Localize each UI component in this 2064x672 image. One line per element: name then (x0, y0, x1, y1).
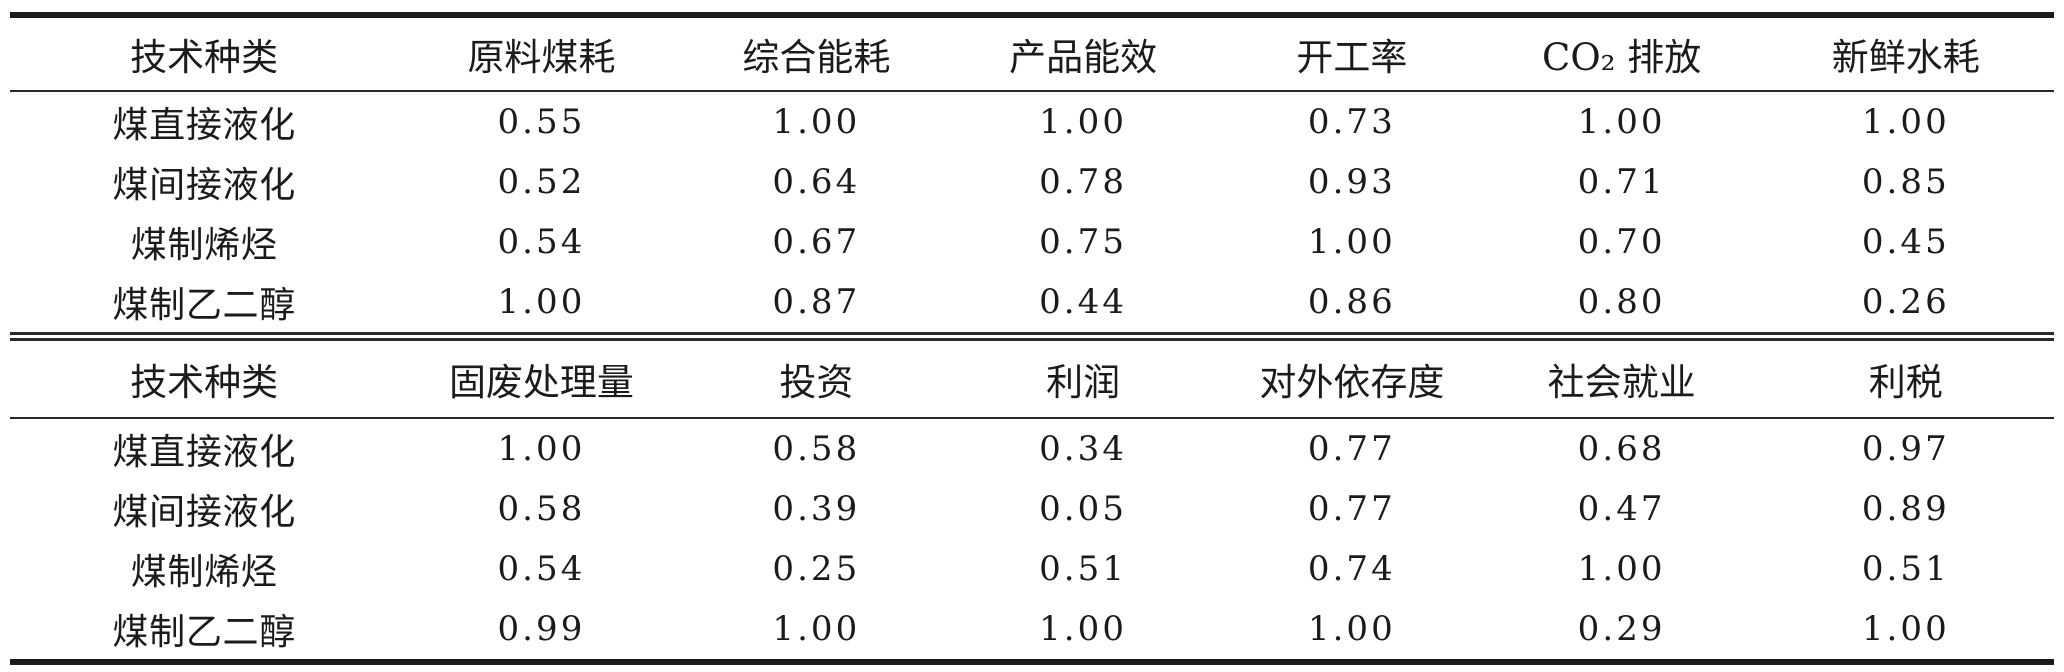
value-cell: 0.54 (497, 549, 586, 589)
value-cell: 1.00 (497, 282, 586, 322)
value-cell: 0.68 (1577, 429, 1666, 469)
table-row: 煤间接液化 0.52 0.64 0.78 0.93 0.71 0.85 (10, 152, 2054, 212)
value-cell: 0.87 (772, 282, 861, 322)
value-cell: 1.00 (1039, 609, 1128, 649)
header-cell: 固废处理量 (448, 361, 634, 404)
table-row: 煤间接液化 0.58 0.39 0.05 0.77 0.47 0.89 (10, 479, 2054, 539)
value-cell: 0.34 (1039, 429, 1128, 469)
header-cell-tech-type: 技术种类 (130, 36, 279, 79)
header-cell: 产品能效 (1009, 36, 1158, 79)
table-header-row: 技术种类 固废处理量 投资 利润 对外依存度 社会就业 利税 (10, 341, 2054, 418)
header-cell: 投资 (779, 361, 854, 404)
row-label: 煤制烯烃 (130, 225, 278, 266)
header-cell: 新鲜水耗 (1831, 36, 1980, 79)
value-cell: 0.47 (1577, 489, 1666, 529)
value-cell: 0.64 (772, 162, 861, 202)
header-cell: 利润 (1046, 361, 1121, 404)
value-cell: 0.39 (772, 489, 861, 529)
value-cell: 0.29 (1577, 609, 1666, 649)
value-cell: 0.75 (1039, 222, 1128, 262)
table-body: 煤直接液化 0.55 1.00 1.00 0.73 1.00 1.00 煤间接液化 0.52 0.… (10, 91, 2054, 337)
value-cell: 0.58 (772, 429, 861, 469)
value-cell: 1.00 (497, 429, 586, 469)
value-cell: 0.77 (1307, 429, 1396, 469)
value-cell: 1.00 (1039, 102, 1128, 142)
value-cell: 0.05 (1039, 489, 1128, 529)
value-cell: 0.51 (1861, 549, 1950, 589)
header-cell-tech-type: 技术种类 (130, 361, 279, 404)
value-cell: 0.89 (1861, 489, 1950, 529)
value-cell: 0.71 (1577, 162, 1666, 202)
table-row: 煤制烯烃 0.54 0.25 0.51 0.74 1.00 0.51 (10, 539, 2054, 599)
header-cell: 对外依存度 (1259, 361, 1445, 404)
value-cell: 0.44 (1039, 282, 1128, 322)
value-cell: 0.86 (1307, 282, 1396, 322)
header-cell: CO₂ 排放 (1542, 36, 1702, 79)
value-cell: 0.77 (1307, 489, 1396, 529)
value-cell: 0.70 (1577, 222, 1666, 262)
value-cell: 0.74 (1307, 549, 1396, 589)
value-cell: 1.00 (772, 102, 861, 142)
row-label: 煤制烯烃 (130, 552, 278, 593)
row-label: 煤制乙二醇 (112, 612, 296, 653)
table-row: 煤直接液化 0.55 1.00 1.00 0.73 1.00 1.00 (10, 91, 2054, 152)
value-cell: 0.85 (1861, 162, 1950, 202)
table-section-1: 技术种类 原料煤耗 综合能耗 产品能效 开工率 CO₂ 排放 新鲜水耗 煤直接液化 0.55 1… (10, 12, 2054, 341)
value-cell: 1.00 (1577, 102, 1666, 142)
value-cell: 1.00 (1307, 222, 1396, 262)
header-cell: 综合能耗 (742, 36, 891, 79)
value-cell: 0.54 (497, 222, 586, 262)
header-cell: 利税 (1868, 361, 1943, 404)
value-cell: 0.45 (1861, 222, 1950, 262)
value-cell: 1.00 (1861, 609, 1950, 649)
row-label: 煤直接液化 (112, 105, 296, 146)
header-cell: 开工率 (1296, 36, 1408, 79)
row-label: 煤间接液化 (112, 165, 296, 206)
table-body: 煤直接液化 1.00 0.58 0.34 0.77 0.68 0.97 煤间接液化 0.58 0.… (10, 418, 2054, 662)
value-cell: 1.00 (1307, 609, 1396, 649)
value-cell: 0.97 (1861, 429, 1950, 469)
value-cell: 0.67 (772, 222, 861, 262)
value-cell: 0.51 (1039, 549, 1128, 589)
header-cell: 原料煤耗 (467, 36, 616, 79)
value-cell: 0.93 (1307, 162, 1396, 202)
value-cell: 0.52 (497, 162, 586, 202)
table-section-2: 技术种类 固废处理量 投资 利润 对外依存度 社会就业 利税 煤直接液化 1.00 0.58 0.… (10, 341, 2054, 665)
value-cell: 1.00 (772, 609, 861, 649)
value-cell: 0.25 (772, 549, 861, 589)
table-row: 煤制乙二醇 1.00 0.87 0.44 0.86 0.80 0.26 (10, 272, 2054, 337)
value-cell: 1.00 (1861, 102, 1950, 142)
header-cell: 社会就业 (1547, 361, 1696, 404)
row-label: 煤间接液化 (112, 492, 296, 533)
value-cell: 0.73 (1307, 102, 1396, 142)
value-cell: 1.00 (1577, 549, 1666, 589)
table-header-row: 技术种类 原料煤耗 综合能耗 产品能效 开工率 CO₂ 排放 新鲜水耗 (10, 15, 2054, 91)
value-cell: 0.78 (1039, 162, 1128, 202)
value-cell: 0.99 (497, 609, 586, 649)
value-cell: 0.26 (1861, 282, 1950, 322)
table-row: 煤直接液化 1.00 0.58 0.34 0.77 0.68 0.97 (10, 418, 2054, 479)
table-row: 煤制烯烃 0.54 0.67 0.75 1.00 0.70 0.45 (10, 212, 2054, 272)
value-cell: 0.80 (1577, 282, 1666, 322)
row-label: 煤制乙二醇 (112, 285, 296, 326)
table-row: 煤制乙二醇 0.99 1.00 1.00 1.00 0.29 1.00 (10, 599, 2054, 662)
value-cell: 0.58 (497, 489, 586, 529)
value-cell: 0.55 (497, 102, 586, 142)
row-label: 煤直接液化 (112, 432, 296, 473)
